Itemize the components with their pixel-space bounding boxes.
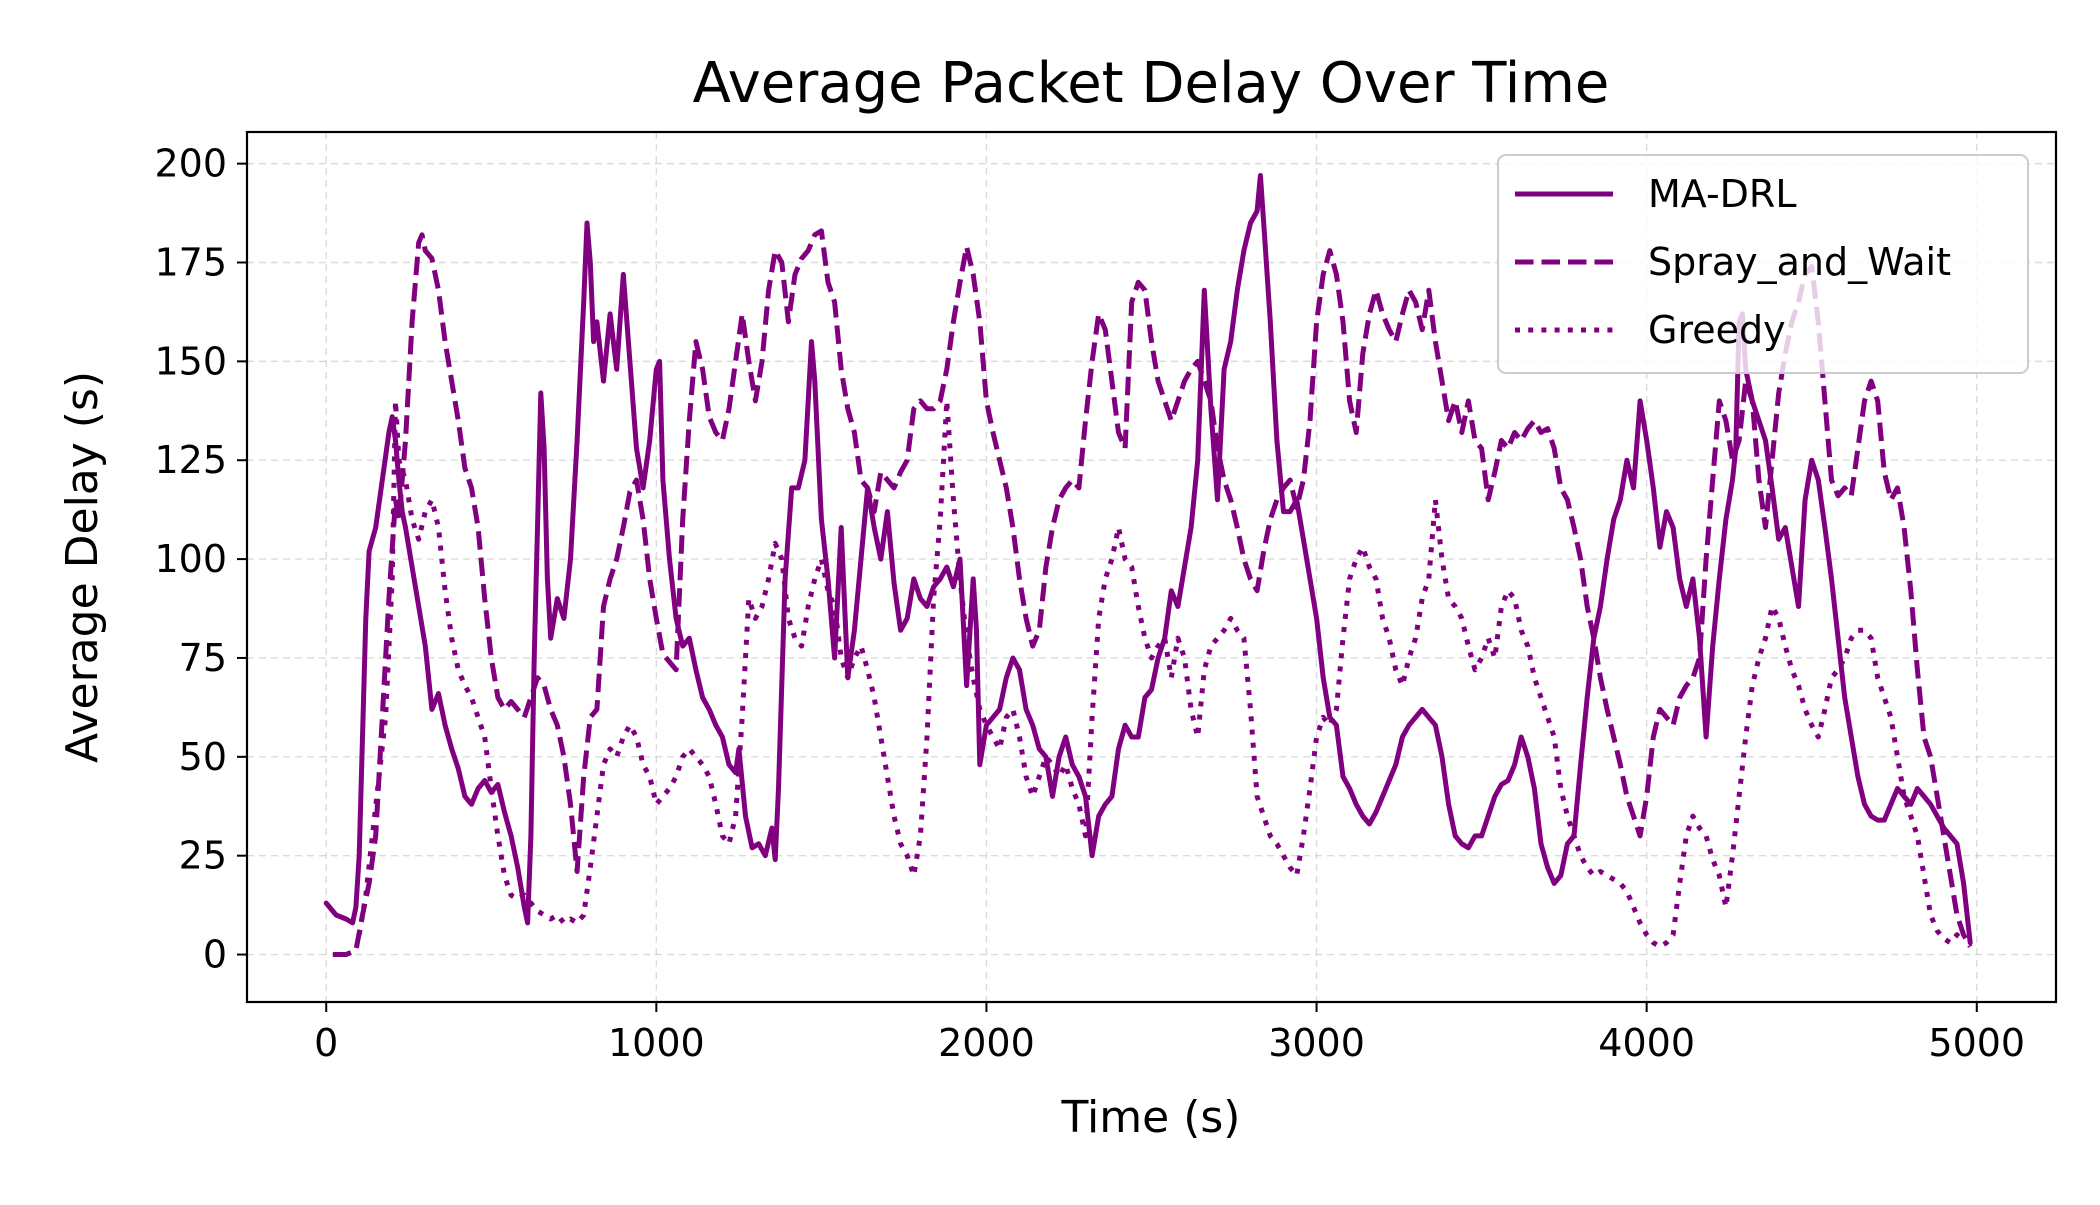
- y-tick-label: 0: [203, 933, 227, 977]
- y-tick-label: 25: [179, 834, 227, 878]
- y-tick-label: 100: [154, 537, 227, 581]
- legend-box: [1497, 154, 2029, 374]
- legend-label-greedy: Greedy: [1648, 308, 1786, 352]
- y-tick-label: 125: [154, 438, 227, 482]
- x-tick-label: 1000: [608, 1021, 705, 1065]
- x-tick-label: 4000: [1598, 1021, 1695, 1065]
- y-tick-label: 200: [154, 142, 227, 186]
- y-tick-label: 175: [154, 241, 227, 285]
- x-tick-label: 3000: [1268, 1021, 1365, 1065]
- y-tick-label: 150: [154, 339, 227, 383]
- y-axis-ticks: 0 25 50 75 100 125 150 175 200: [154, 142, 247, 977]
- y-tick-label: 50: [179, 735, 227, 779]
- x-axis-ticks: 0 1000 2000 3000 4000 5000: [314, 1002, 2025, 1065]
- legend-label-ma-drl: MA-DRL: [1648, 172, 1797, 216]
- series-line-greedy: [356, 398, 1966, 950]
- chart-title: Average Packet Delay Over Time: [693, 51, 1610, 116]
- x-axis-label: Time (s): [1061, 1092, 1241, 1143]
- legend: MA-DRL Spray_and_Wait Greedy: [1497, 154, 2029, 374]
- x-tick-label: 0: [314, 1021, 338, 1065]
- series-line-spray-and-wait: [332, 228, 1973, 957]
- series-line-ma-drl: [323, 173, 1973, 946]
- y-axis-label: Average Delay (s): [57, 371, 108, 763]
- y-tick-label: 75: [179, 636, 227, 680]
- series-lines: [323, 173, 1973, 957]
- x-tick-label: 5000: [1928, 1021, 2025, 1065]
- plot-frame: [245, 130, 2058, 1004]
- x-tick-label: 2000: [938, 1021, 1035, 1065]
- legend-label-spray-and-wait: Spray_and_Wait: [1648, 240, 1951, 284]
